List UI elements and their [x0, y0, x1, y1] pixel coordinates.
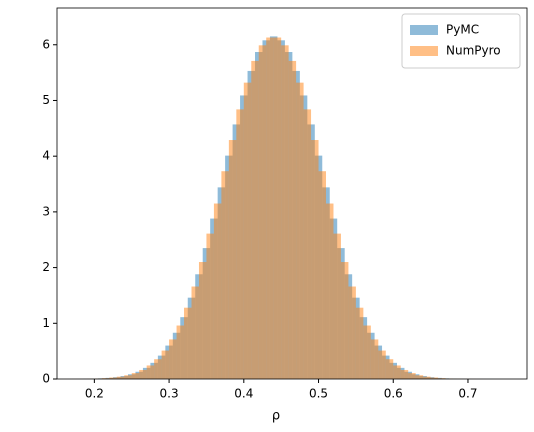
bar: [400, 369, 409, 379]
x-tick-label: 0.7: [458, 387, 477, 401]
bar: [438, 378, 446, 379]
bar: [206, 233, 214, 379]
x-tick-label: 0.3: [160, 387, 179, 401]
bar: [333, 233, 341, 379]
bar: [191, 286, 199, 379]
bar: [116, 376, 125, 379]
bar: [213, 203, 222, 379]
y-tick-label: 1: [42, 316, 50, 330]
y-tick-label: 4: [42, 149, 50, 163]
bar: [243, 82, 252, 380]
bar: [236, 109, 244, 379]
bar: [281, 45, 289, 380]
bar: [296, 82, 304, 380]
x-tick-label: 0.4: [234, 387, 253, 401]
legend-label: NumPyro: [446, 44, 501, 58]
bar: [251, 60, 259, 380]
bar: [184, 307, 192, 379]
bar: [273, 37, 282, 380]
bar: [228, 140, 237, 379]
x-tick-label: 0.5: [309, 387, 328, 401]
legend-swatch: [410, 25, 438, 35]
bar: [124, 375, 132, 379]
bar: [408, 373, 416, 379]
bar: [146, 365, 155, 379]
y-tick-label: 0: [42, 372, 50, 386]
bar: [161, 350, 170, 379]
bar: [176, 325, 185, 379]
x-tick-label: 0.6: [384, 387, 403, 401]
bar: [393, 365, 401, 379]
bar: [258, 45, 267, 380]
y-tick-label: 3: [42, 204, 50, 218]
bar: [430, 377, 439, 379]
bar: [348, 286, 356, 379]
legend-swatch: [410, 46, 438, 56]
bar: [355, 307, 364, 379]
bar: [378, 350, 386, 379]
bar: [370, 339, 379, 379]
bar: [169, 339, 177, 379]
bar: [221, 171, 229, 379]
bar: [303, 109, 312, 379]
axes-frame: [56, 7, 528, 380]
bar: [131, 373, 140, 379]
bar: [101, 378, 110, 379]
bar: [325, 203, 334, 379]
bar: [266, 37, 274, 380]
x-tick-label: 0.2: [85, 387, 104, 401]
y-tick-label: 6: [42, 37, 50, 51]
bar: [423, 376, 431, 379]
bar: [340, 262, 349, 379]
bar: [363, 325, 371, 379]
bar: [109, 377, 117, 379]
bar: [139, 369, 147, 379]
bar: [318, 171, 326, 379]
x-axis-label: ρ: [272, 409, 280, 424]
bar: [385, 359, 394, 379]
legend-label: PyMC: [446, 23, 479, 37]
y-tick-label: 5: [42, 93, 50, 107]
bar: [311, 140, 319, 379]
bar: [415, 375, 424, 379]
bar: [288, 60, 297, 380]
bar: [198, 262, 207, 379]
y-tick-label: 2: [42, 260, 50, 274]
bar: [154, 359, 162, 379]
